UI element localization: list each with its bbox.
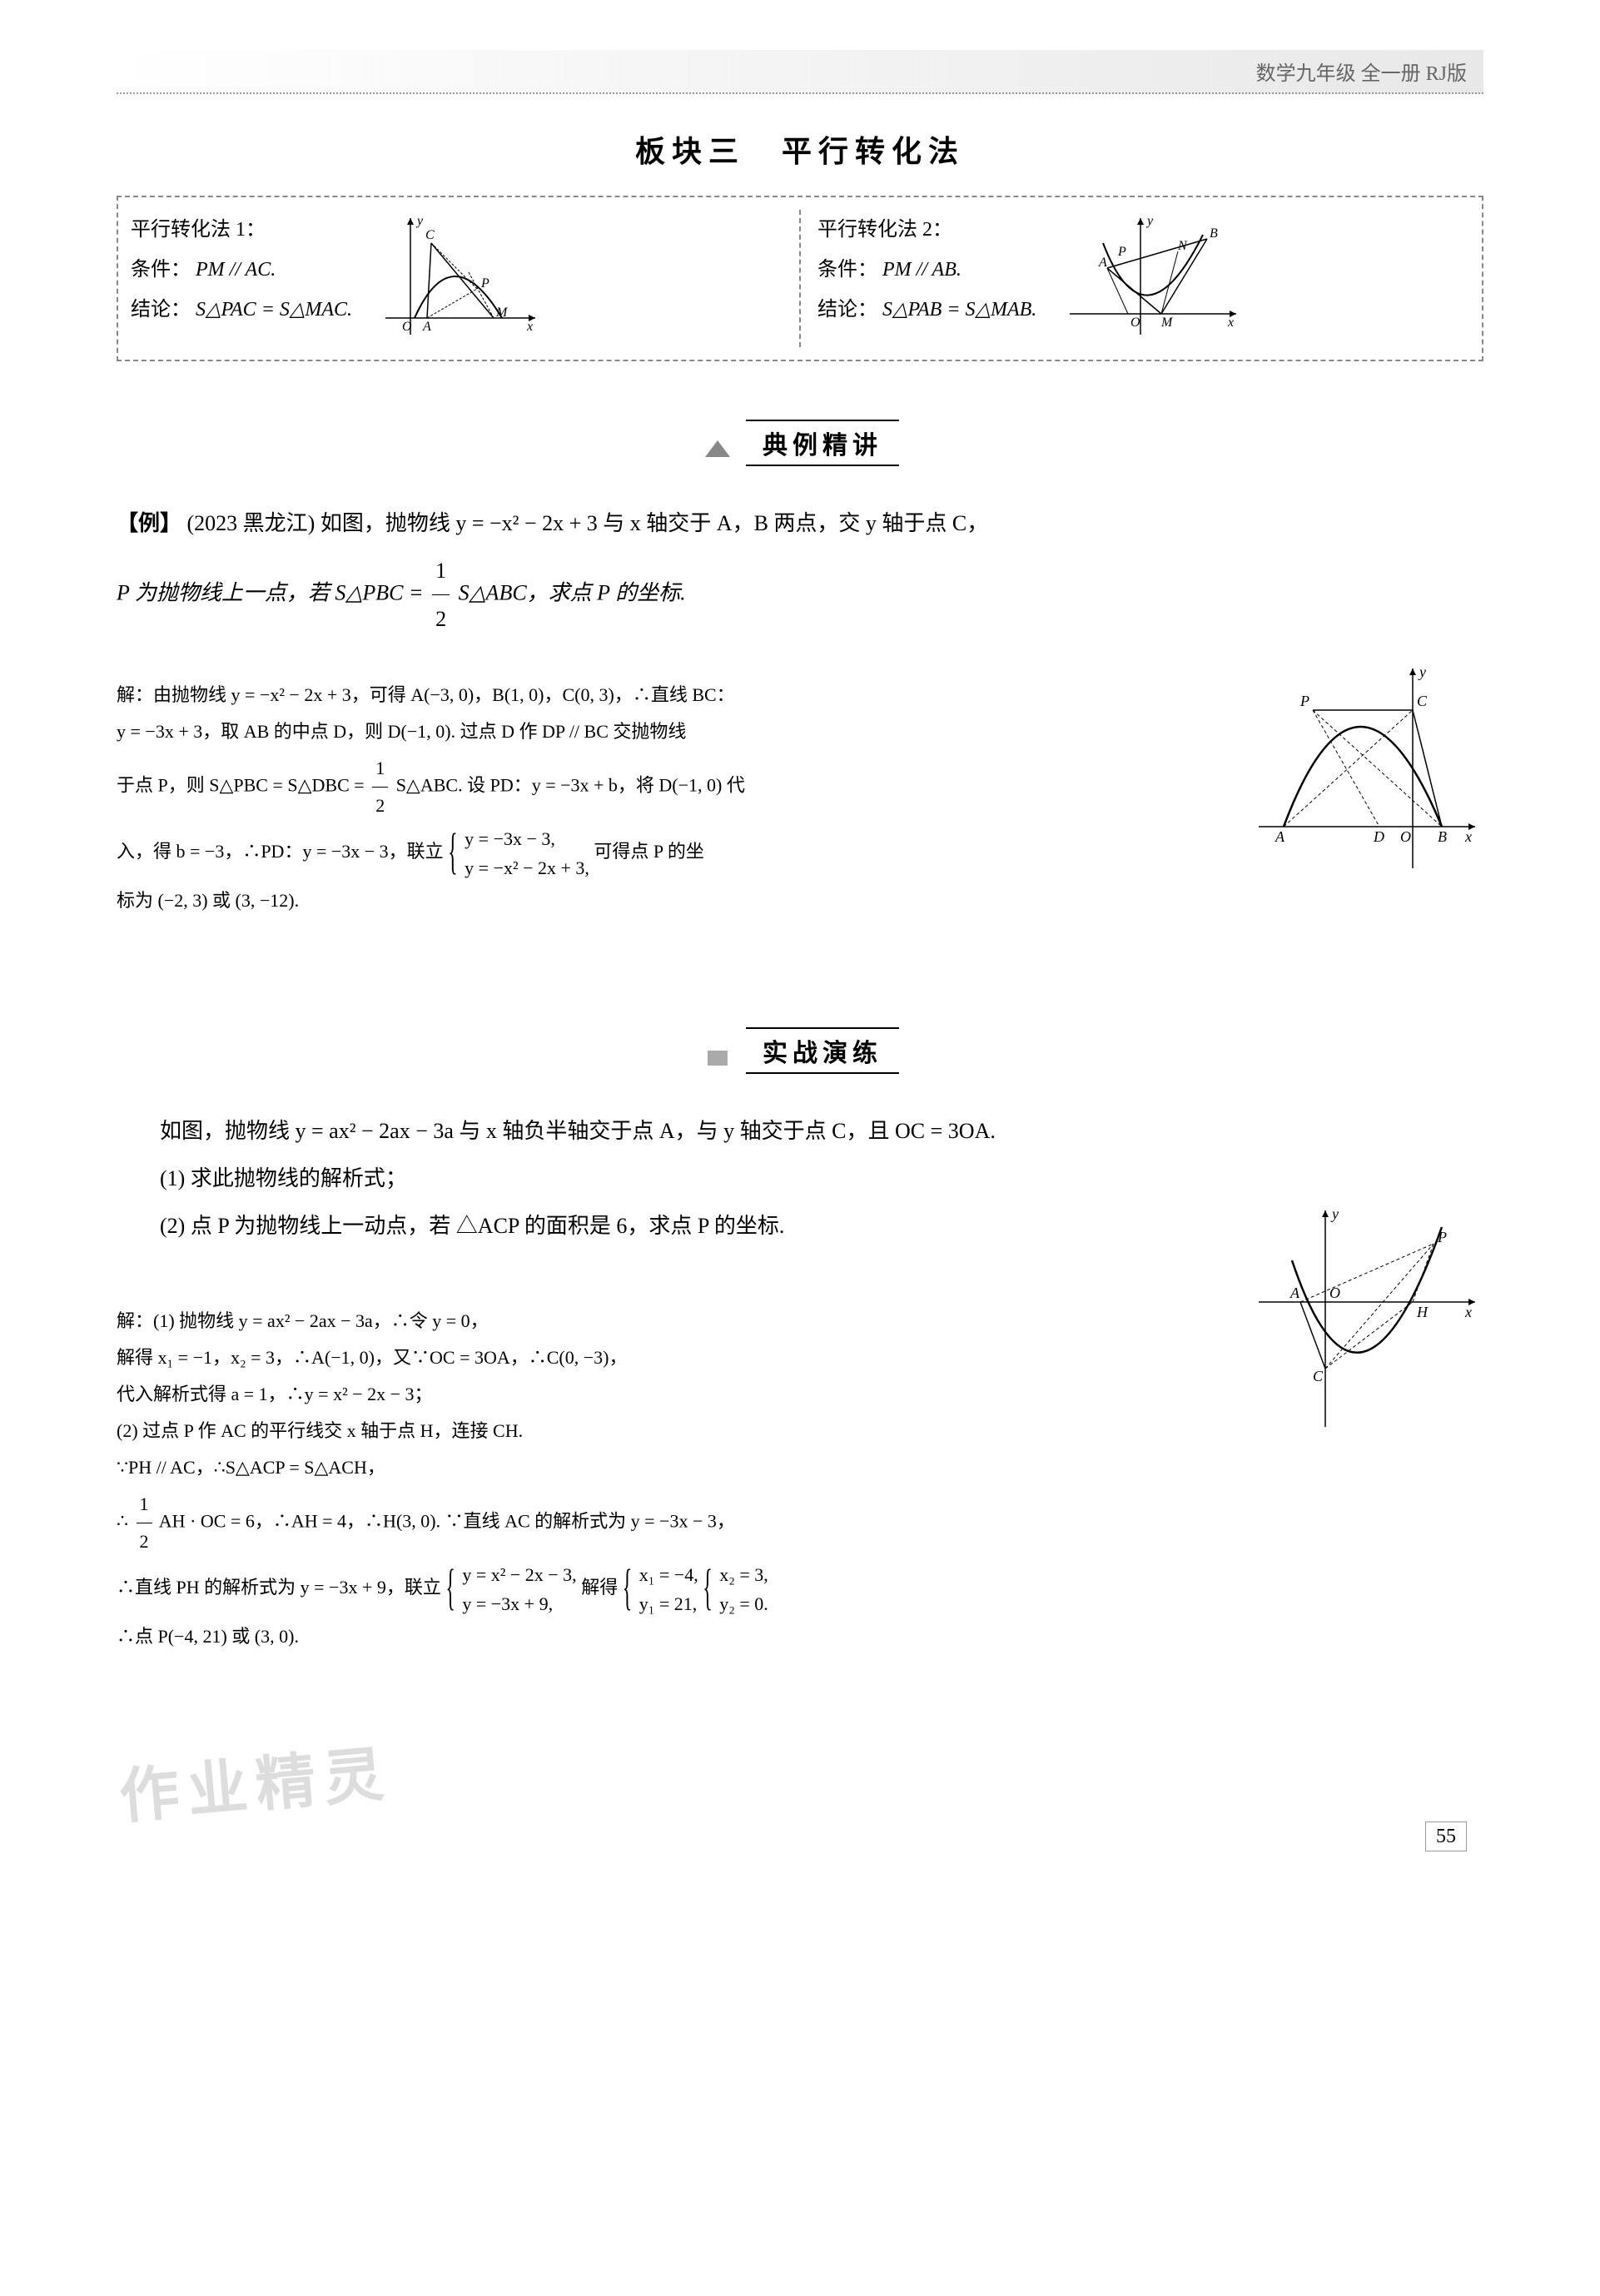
box1-diagram: O A C P M x y [377,210,544,347]
svg-text:P: P [1299,693,1309,709]
box2-conc-label: 结论： [817,299,877,321]
svg-text:O: O [1400,828,1411,845]
sol-line4b: 可得点 P 的坐 [594,841,703,862]
box2-title: 平行转化法 2： [817,210,1036,250]
svg-text:N: N [1177,239,1188,253]
svg-text:y: y [1418,663,1426,680]
page-num-value: 55 [1425,1821,1467,1851]
psol-line4: (2) 过点 P 作 AC 的平行线交 x 轴于点 H，连接 CH. [117,1413,1073,1449]
fraction: 1 2 [432,547,450,643]
svg-text:O: O [402,320,412,334]
section-title: 板块三 平行转化法 [117,127,1483,171]
practice-sub2: (2) 点 P 为抛物线上一动点，若 △ACP 的面积是 6，求点 P 的坐标. [117,1202,1225,1250]
svg-text:O: O [1130,316,1140,330]
svg-text:y: y [415,214,424,228]
method-box-1: 平行转化法 1： 条件： PM // AC. 结论： S△PAC = S△MAC… [131,210,801,347]
example-text3: S△ABC，求点 P 的坐标. [459,581,686,605]
page-header: 数学九年级 全一册 RJ版 [117,50,1483,94]
practice-solution: 解：(1) 抛物线 y = ax² − 2ax − 3a，∴令 y = 0， 解… [117,1303,1073,1655]
sol-line2: y = −3x + 3，取 AB 的中点 D，则 D(−1, 0). 过点 D … [117,713,1225,750]
practice-text: 如图，抛物线 y = ax² − 2ax − 3a 与 x 轴负半轴交于点 A，… [117,1107,1483,1155]
practice-title: 实战演练 [746,1027,899,1074]
svg-text:P: P [1437,1229,1447,1245]
box2-condition: PM // AB. [882,259,961,281]
svg-text:B: B [1438,828,1447,845]
sol-line3a: 于点 P，则 S△PBC = S△DBC = [117,774,369,795]
psol-line7b: 解得 [581,1577,623,1598]
example-text1: 如图，抛物线 y = −x² − 2x + 3 与 x 轴交于 A，B 两点，交… [320,511,988,535]
svg-text:P: P [480,276,489,291]
practice-sub1: (1) 求此抛物线的解析式； [117,1155,1483,1202]
watermark: 作业精灵 [116,1629,1485,1836]
svg-text:P: P [1117,245,1126,259]
frac-num: 1 [432,547,450,595]
box1-title: 平行转化法 1： [131,210,352,250]
example-solution: 解：由抛物线 y = −x² − 2x + 3，可得 A(−3, 0)，B(1,… [117,677,1225,919]
practice-figure: A O C H P x y [1250,1202,1483,1452]
svg-text:H: H [1416,1304,1429,1320]
svg-text:C: C [1417,693,1428,709]
psol-line6a: ∴ [117,1510,128,1531]
example-figure: A B C D O P x y [1250,660,1483,936]
example-title: 典例精讲 [746,420,899,466]
box1-conclusion: S△PAC = S△MAC. [196,299,352,321]
box2-conclusion: S△PAB = S△MAB. [882,299,1036,321]
svg-text:M: M [1160,316,1174,330]
brace-system4: x₂ = 3, y₂ = 0. [703,1560,768,1618]
svg-text:x: x [526,320,533,334]
example-problem: 【例】 (2023 黑龙江) 如图，抛物线 y = −x² − 2x + 3 与… [117,499,1483,644]
sol-line3b: S△ABC. 设 PD：y = −3x + b，将 D(−1, 0) 代 [396,774,745,795]
psol-line3: 代入解析式得 a = 1，∴y = x² − 2x − 3； [117,1376,1073,1413]
brace-system3: x₁ = −4, y₁ = 21, [623,1560,698,1618]
svg-text:x: x [1464,828,1472,845]
svg-text:D: D [1373,828,1384,845]
box1-content: 平行转化法 1： 条件： PM // AC. 结论： S△PAC = S△MAC… [131,210,352,347]
sol-line4a: 入，得 b = −3，∴PD：y = −3x − 3，联立 [117,841,448,862]
frac-den: 2 [432,595,450,643]
example-prefix: 【例】 [117,511,181,535]
psol-line1: 解：(1) 抛物线 y = ax² − 2ax − 3a，∴令 y = 0， [117,1303,1073,1339]
svg-text:y: y [1145,214,1154,228]
svg-text:A: A [1289,1285,1300,1301]
brace-eq1: y = −3x − 3, [465,824,589,853]
psol-line6b: AH · OC = 6，∴AH = 4，∴H(3, 0). ∵直线 AC 的解析… [159,1510,735,1531]
box1-condition: PM // AC. [196,259,276,281]
svg-text:A: A [422,320,431,334]
svg-text:y: y [1330,1205,1339,1222]
header-text: 数学九年级 全一册 RJ版 [1256,63,1467,85]
method-boxes: 平行转化法 1： 条件： PM // AC. 结论： S△PAC = S△MAC… [117,196,1483,361]
brace-system1: y = −3x − 3, y = −x² − 2x + 3, [448,824,589,882]
fraction2: 1 2 [372,750,388,824]
box2-cond-label: 条件： [817,259,877,281]
box1-cond-label: 条件： [131,259,191,281]
svg-text:M: M [495,306,509,320]
brace-eq2: y = −x² − 2x + 3, [465,853,589,882]
svg-text:O: O [1329,1285,1340,1301]
sol-line1: 解：由抛物线 y = −x² − 2x + 3，可得 A(−3, 0)，B(1,… [117,677,1225,713]
psol-line2: 解得 x₁ = −1，x₂ = 3，∴A(−1, 0)，又∵OC = 3OA，∴… [117,1339,1073,1376]
psol-line7a: ∴直线 PH 的解析式为 y = −3x + 9，联立 [117,1577,445,1598]
example-year: (2023 黑龙江) [187,511,316,535]
fraction3: 1 2 [137,1486,152,1560]
example-solution-block: 解：由抛物线 y = −x² − 2x + 3，可得 A(−3, 0)，B(1,… [117,660,1483,936]
svg-text:B: B [1210,226,1218,241]
example-text2: P 为抛物线上一点，若 S△PBC = [117,581,429,605]
svg-text:A: A [1275,828,1285,845]
brace-system2: y = x² − 2x − 3, y = −3x + 9, [445,1560,576,1618]
method-box-2: 平行转化法 2： 条件： PM // AB. 结论： S△PAB = S△MAB… [817,210,1469,347]
svg-text:A: A [1098,256,1107,270]
psol-line8: ∴点 P(−4, 21) 或 (3, 0). [117,1618,1073,1655]
box2-diagram: O A B M N P x y [1061,210,1245,347]
svg-text:x: x [1464,1304,1472,1320]
box2-content: 平行转化法 2： 条件： PM // AB. 结论： S△PAB = S△MAB… [817,210,1036,347]
svg-text:x: x [1227,316,1234,330]
svg-text:C: C [425,228,435,242]
practice-icon [701,1044,734,1073]
psol-line5: ∵PH // AC，∴S△ACP = S△ACH， [117,1449,1073,1486]
sol-line5: 标为 (−2, 3) 或 (3, −12). [117,882,1225,919]
example-icon [701,436,734,465]
page-number: 55 [117,1826,1483,1848]
box1-conc-label: 结论： [131,299,191,321]
svg-text:C: C [1313,1368,1324,1384]
